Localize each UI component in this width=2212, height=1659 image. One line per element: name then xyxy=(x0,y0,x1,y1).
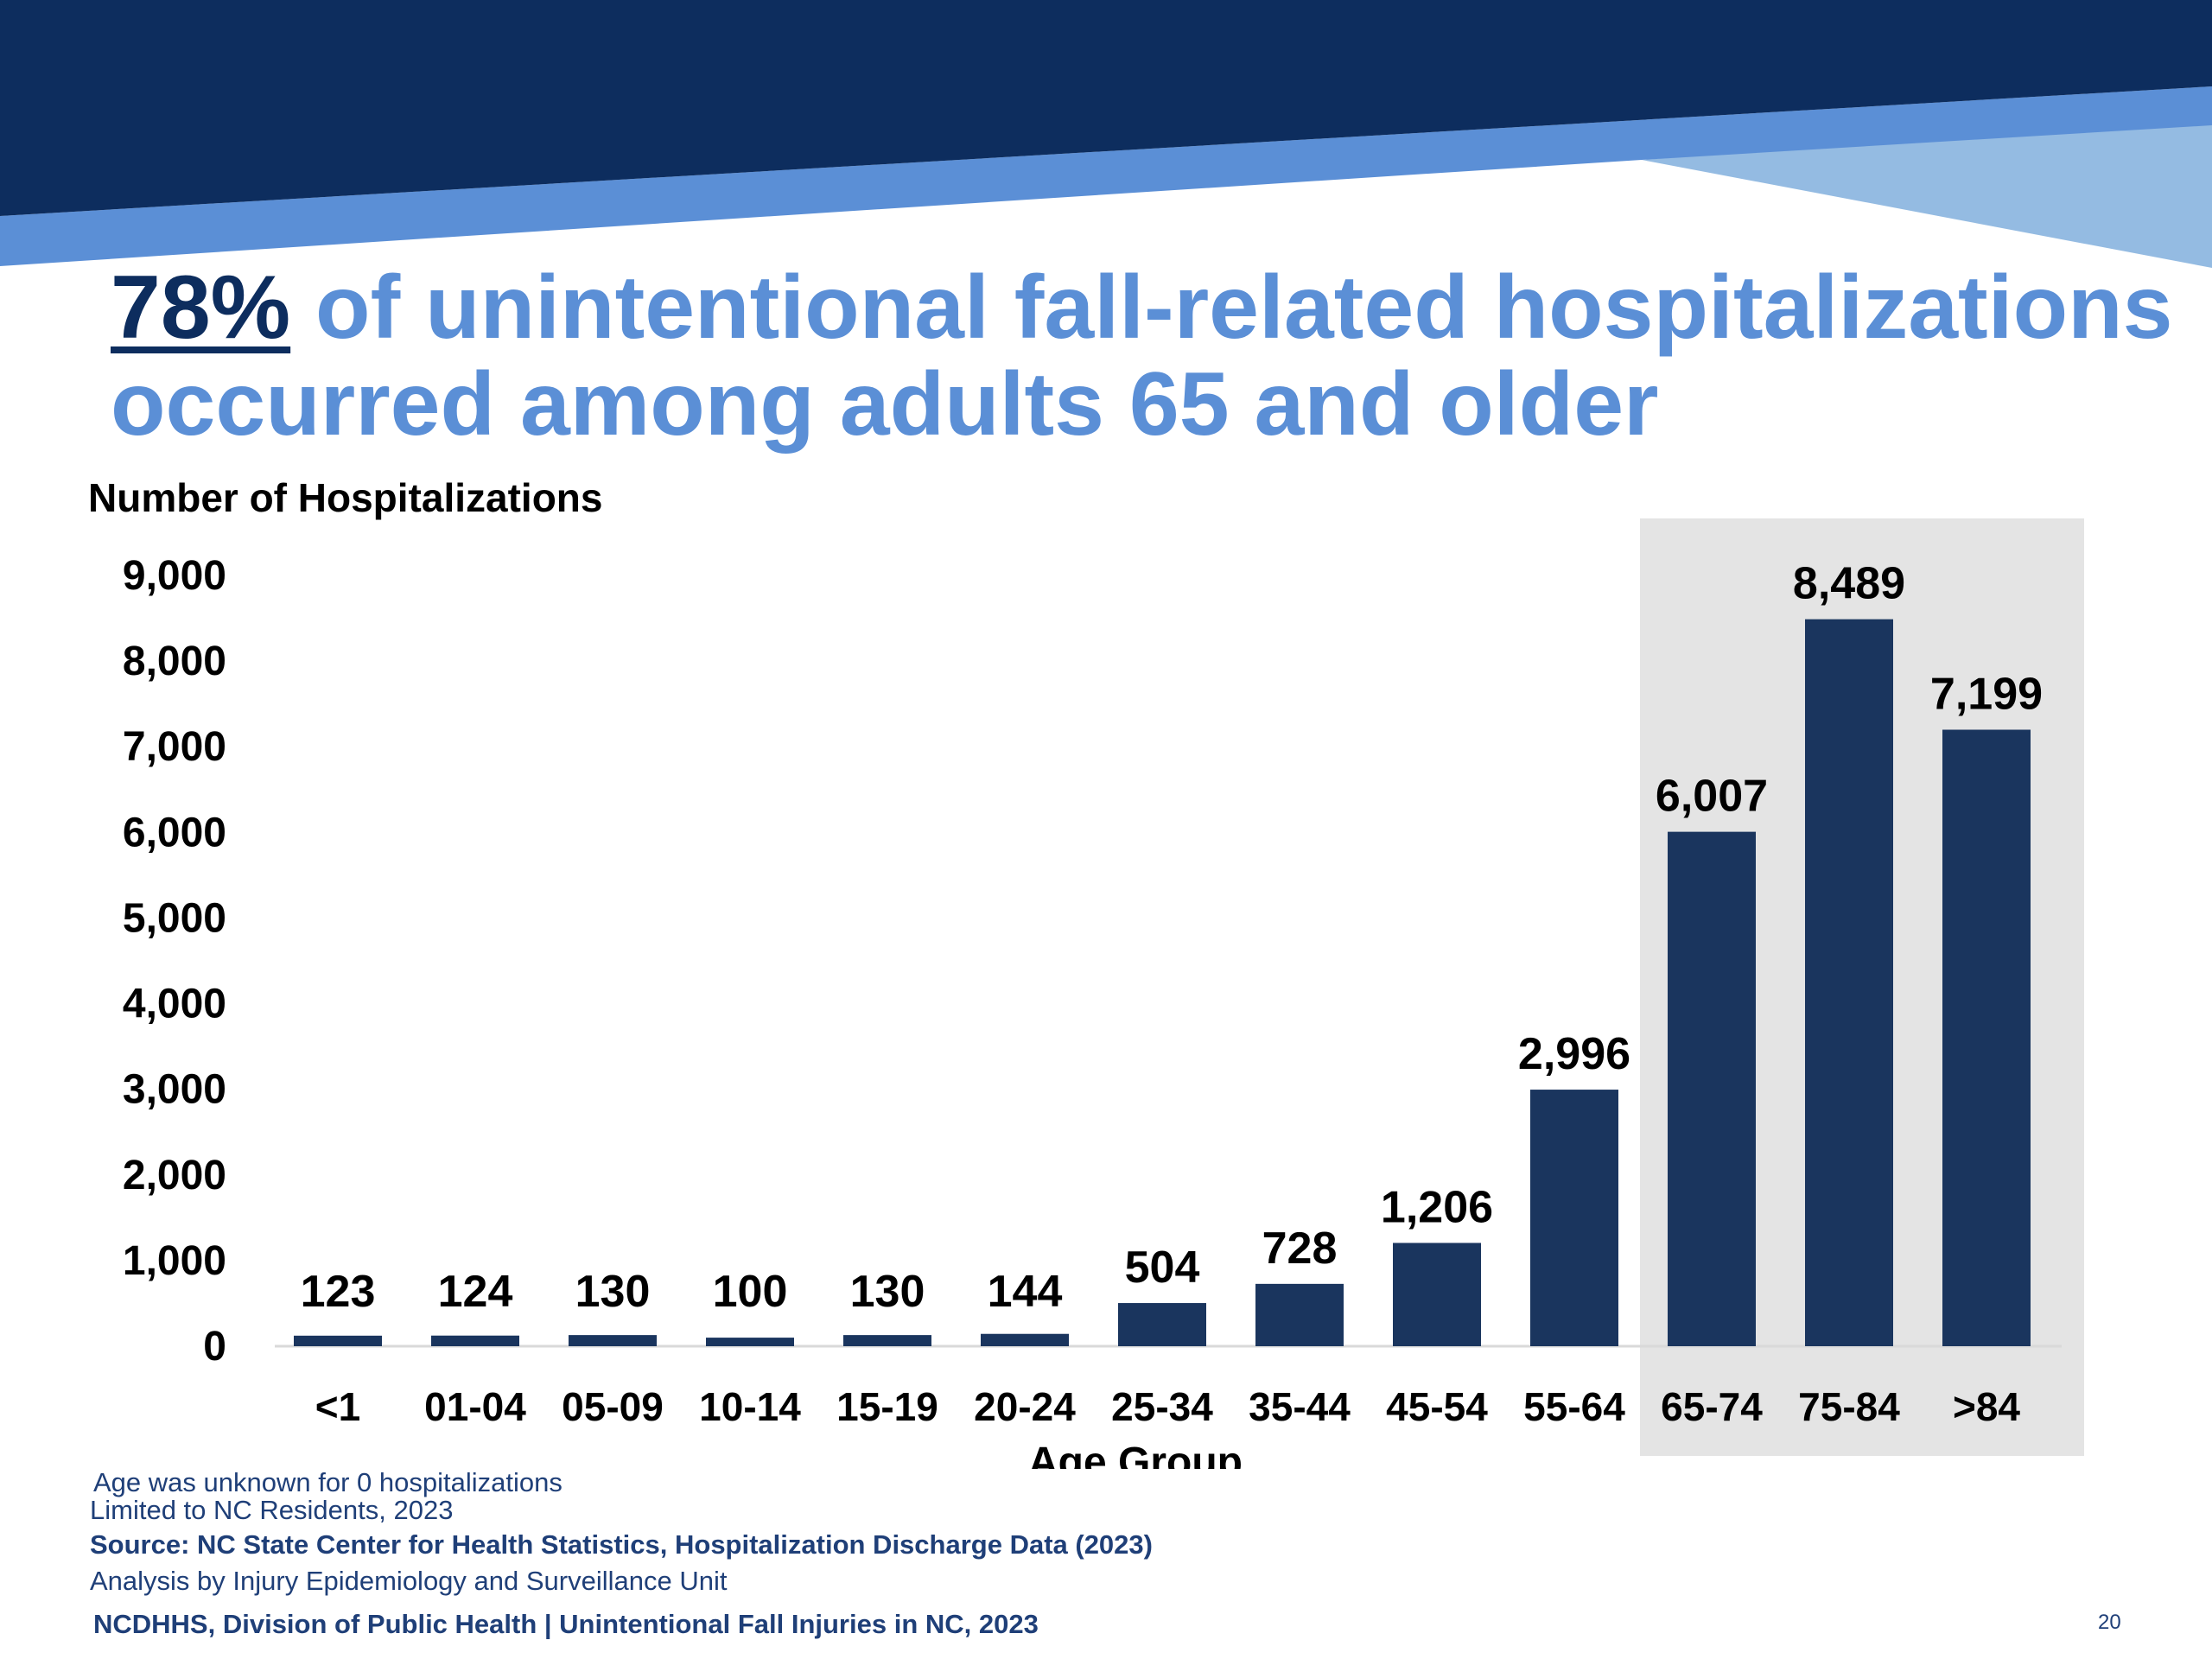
x-axis-ticks: <1 01-04 05-09 10-14 15-19 20-24 25-34 35-44 45-… xyxy=(315,1384,2021,1429)
bar xyxy=(1942,729,2031,1346)
y-tick-label: 7,000 xyxy=(123,724,226,770)
y-tick-label: 2,000 xyxy=(123,1153,226,1198)
data-label: 130 xyxy=(850,1267,925,1317)
hospitalizations-bar-chart: Number of Hospitalizations 0 1,000 2,000 3,… xyxy=(88,475,2084,1469)
data-label: 7,199 xyxy=(1930,669,2043,719)
bar xyxy=(981,1333,1069,1346)
bar xyxy=(1530,1090,1618,1346)
data-label: 123 xyxy=(301,1267,376,1317)
y-axis-ticks: 0 1,000 2,000 3,000 4,000 5,000 6,000 7,000 8,00… xyxy=(123,553,226,1370)
data-label: 144 xyxy=(988,1267,1063,1317)
data-label: 100 xyxy=(713,1267,788,1317)
data-label: 130 xyxy=(575,1267,651,1317)
footer-org: NCDHHS, Division of Public Health | Unin… xyxy=(93,1609,1039,1639)
data-labels: 123 124 130 100 130 144 504 728 1,206 2,996 6,007 8… xyxy=(301,559,2043,1317)
y-tick-label: 0 xyxy=(203,1324,226,1370)
x-tick-label: 45-54 xyxy=(1386,1384,1488,1429)
data-label: 1,206 xyxy=(1381,1182,1493,1232)
data-label: 504 xyxy=(1125,1243,1200,1293)
bars xyxy=(294,619,2031,1346)
x-axis-label: Age Group xyxy=(1028,1440,1243,1469)
data-label: 728 xyxy=(1262,1224,1338,1274)
x-tick-label: 75-84 xyxy=(1798,1384,1900,1429)
data-label: 8,489 xyxy=(1793,559,1905,609)
bar xyxy=(431,1335,519,1346)
source-note: Source: NC State Center for Health Stati… xyxy=(90,1529,1153,1560)
bar xyxy=(843,1335,931,1346)
bar xyxy=(1668,831,1756,1346)
bar xyxy=(1118,1303,1206,1346)
data-label: 2,996 xyxy=(1518,1029,1630,1079)
y-tick-label: 5,000 xyxy=(123,895,226,941)
x-tick-label: 25-34 xyxy=(1111,1384,1213,1429)
banner-dark-band xyxy=(0,0,2212,216)
header-banner xyxy=(0,0,2212,268)
y-tick-label: 9,000 xyxy=(123,553,226,599)
bar xyxy=(1805,619,1893,1346)
x-tick-label: <1 xyxy=(315,1384,360,1429)
banner-mid-band xyxy=(0,86,2212,266)
y-tick-label: 8,000 xyxy=(123,639,226,684)
data-label: 124 xyxy=(438,1267,513,1317)
title-highlight-percent: 78% xyxy=(111,257,291,358)
bar xyxy=(569,1335,657,1346)
bar xyxy=(706,1338,794,1346)
x-tick-label: 20-24 xyxy=(974,1384,1076,1429)
y-tick-label: 1,000 xyxy=(123,1238,226,1284)
x-tick-label: 65-74 xyxy=(1661,1384,1763,1429)
y-axis-label: Number of Hospitalizations xyxy=(88,475,602,520)
y-tick-label: 4,000 xyxy=(123,982,226,1027)
title-text: of unintentional fall-related hospitaliz… xyxy=(111,257,2173,454)
slide-title: 78% of unintentional fall-related hospit… xyxy=(111,259,2184,453)
data-label: 6,007 xyxy=(1656,772,1768,822)
y-tick-label: 3,000 xyxy=(123,1067,226,1113)
note-unknown-age: Age was unknown for 0 hospitalizations xyxy=(93,1467,563,1497)
y-tick-label: 6,000 xyxy=(123,810,226,855)
banner-light-band xyxy=(1642,121,2212,268)
x-tick-label: >84 xyxy=(1953,1384,2020,1429)
note-residents: Limited to NC Residents, 2023 xyxy=(90,1495,454,1525)
bar xyxy=(1393,1243,1481,1346)
x-tick-label: 10-14 xyxy=(699,1384,801,1429)
analysis-note: Analysis by Injury Epidemiology and Surv… xyxy=(90,1566,728,1596)
page-number: 20 xyxy=(2098,1611,2121,1634)
x-tick-label: 15-19 xyxy=(836,1384,938,1429)
bar xyxy=(294,1335,382,1346)
x-tick-label: 35-44 xyxy=(1249,1384,1351,1429)
x-tick-label: 01-04 xyxy=(424,1384,526,1429)
x-tick-label: 55-64 xyxy=(1523,1384,1625,1429)
x-tick-label: 05-09 xyxy=(562,1384,664,1429)
bar xyxy=(1255,1283,1344,1346)
